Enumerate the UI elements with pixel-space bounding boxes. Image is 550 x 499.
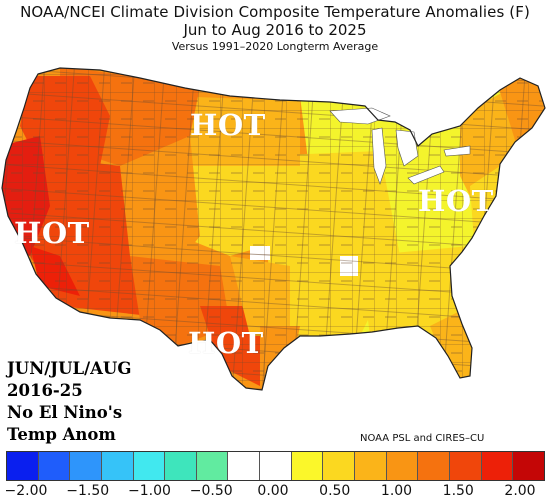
legend-swatch xyxy=(481,452,514,480)
legend-swatch xyxy=(70,452,102,480)
legend-tick-label: 0.50 xyxy=(319,483,351,499)
legend-tick-label: −1.50 xyxy=(66,483,110,499)
caption-line-condition: No El Nino's xyxy=(7,403,123,422)
caption-line-months: JUN/JUL/AUG xyxy=(7,359,132,378)
legend-tick-label: −0.50 xyxy=(189,483,233,499)
map-title: NOAA/NCEI Climate Division Composite Tem… xyxy=(20,3,530,21)
legend-swatch xyxy=(418,452,450,480)
legend-swatch xyxy=(291,452,324,480)
legend-swatch xyxy=(323,452,356,480)
legend-swatch xyxy=(101,452,134,480)
legend-swatch xyxy=(165,452,197,480)
legend-tick-label: 2.00 xyxy=(504,483,536,499)
legend-swatch xyxy=(386,452,419,480)
map-date-range: Jun to Aug 2016 to 2025 xyxy=(183,21,367,39)
caption-line-years: 2016-25 xyxy=(7,381,83,400)
credit-text: NOAA PSL and CIRES–CU xyxy=(360,433,485,444)
legend-swatch xyxy=(196,452,229,480)
us-anomaly-map xyxy=(1,67,546,391)
hot-label-south: HOT xyxy=(188,326,264,360)
legend-tick-label: −2.00 xyxy=(4,483,48,499)
lake-erie xyxy=(407,165,445,185)
legend-swatch xyxy=(355,452,387,480)
lake-michigan xyxy=(371,127,387,185)
legend-swatch xyxy=(260,452,292,480)
legend-swatch xyxy=(38,452,71,480)
lake-ontario xyxy=(443,145,471,157)
legend-swatch xyxy=(133,452,166,480)
map-baseline: Versus 1991–2020 Longterm Average xyxy=(171,40,379,53)
hot-label-north: HOT xyxy=(190,108,266,142)
map-caption: JUN/JUL/AUG 2016-25 No El Nino's Temp An… xyxy=(7,358,131,446)
color-legend-bar xyxy=(6,451,545,481)
caption-line-metric: Temp Anom xyxy=(7,425,116,444)
hot-label-west: HOT xyxy=(14,216,90,250)
legend-tick-label: 0.00 xyxy=(257,483,289,499)
color-legend-ticks: −2.00 −1.50 −1.00 −0.50 0.00 0.50 1.00 1.50 2.00 xyxy=(0,483,550,499)
legend-tick-label: 1.00 xyxy=(380,483,413,499)
legend-swatch xyxy=(513,452,544,480)
hot-label-east: HOT xyxy=(418,184,494,218)
legend-tick-label: 1.50 xyxy=(442,483,474,499)
legend-swatch xyxy=(228,452,261,480)
legend-swatch xyxy=(7,452,39,480)
legend-tick-label: −1.00 xyxy=(128,483,171,499)
legend-swatch xyxy=(449,452,482,480)
